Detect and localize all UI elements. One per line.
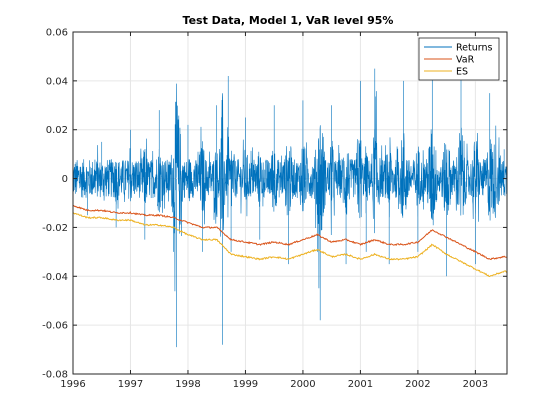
series-returns-line bbox=[73, 68, 507, 348]
x-tick-label: 1997 bbox=[118, 379, 143, 390]
x-tick-label: 2002 bbox=[405, 379, 430, 390]
chart-title: Test Data, Model 1, VaR level 95% bbox=[183, 14, 394, 27]
y-tick-label: 0.02 bbox=[46, 125, 68, 136]
y-tick-label: 0 bbox=[62, 174, 68, 185]
plot-layer bbox=[73, 68, 507, 348]
y-tick-label: -0.08 bbox=[42, 370, 68, 381]
legend-label: VaR bbox=[456, 55, 475, 66]
y-tick-label: -0.06 bbox=[42, 321, 68, 332]
y-tick-label: 0.04 bbox=[46, 76, 68, 87]
legend-label: Returns bbox=[456, 43, 493, 54]
x-tick-label: 2003 bbox=[463, 379, 488, 390]
x-tick-label: 2000 bbox=[290, 379, 315, 390]
series-var-line bbox=[73, 205, 507, 261]
x-tick-label: 1999 bbox=[233, 379, 258, 390]
x-tick-label: 1996 bbox=[60, 379, 85, 390]
y-tick-label: -0.04 bbox=[42, 272, 68, 283]
series-es-line bbox=[73, 212, 507, 278]
y-tick-label: -0.02 bbox=[42, 223, 68, 234]
x-tick-label: 1998 bbox=[175, 379, 200, 390]
axes-layer: 1996 1997 1998 1999 2000 2001 2002 2003 0.06 0.04… bbox=[42, 28, 508, 390]
x-tick-label: 2001 bbox=[348, 379, 373, 390]
legend-label: ES bbox=[456, 67, 468, 78]
y-tick-label: 0.06 bbox=[46, 28, 68, 39]
plot-frame bbox=[72, 31, 508, 375]
